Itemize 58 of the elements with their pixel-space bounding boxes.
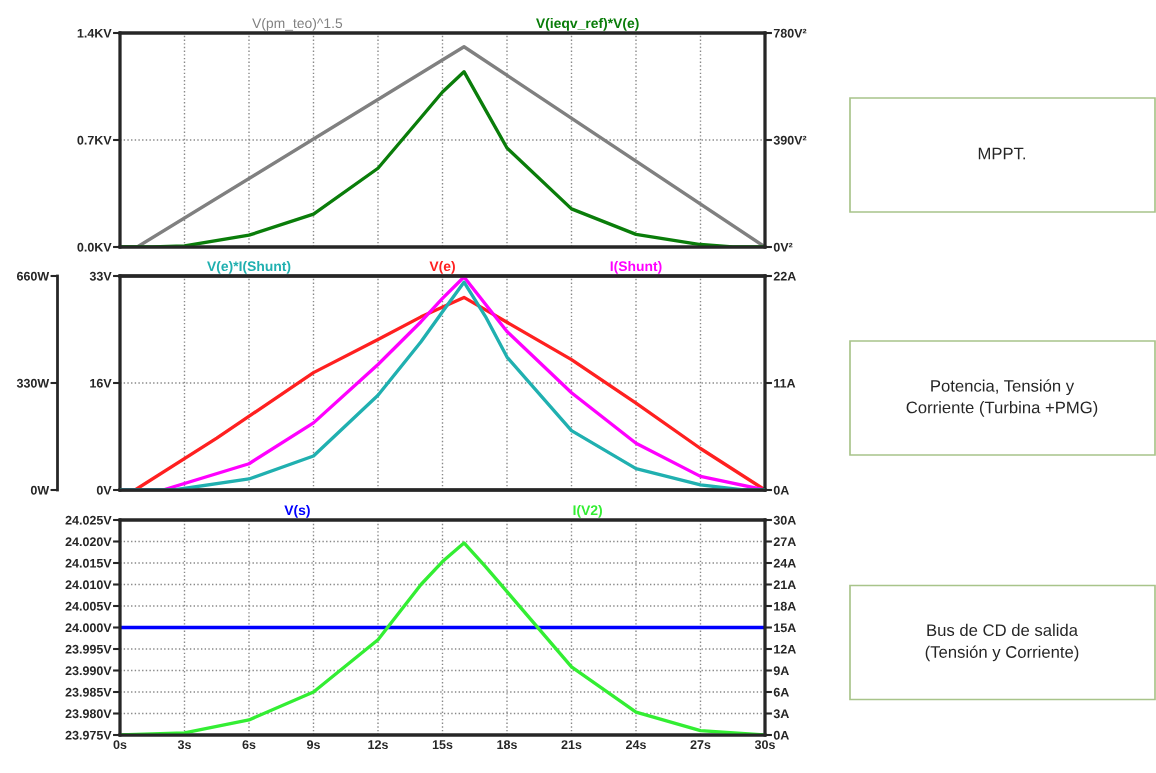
x-tick-label: 6s (242, 740, 256, 750)
x-tick-label: 27s (690, 740, 711, 750)
y-tick-label: 16V (90, 378, 112, 388)
y-tick-label: 0V (96, 485, 112, 495)
y2-tick-label: 0V² (773, 242, 793, 252)
series-label: V(e) (429, 260, 455, 274)
y2-tick-label: 15A (774, 623, 796, 633)
x-tick-label: 12s (368, 740, 388, 750)
y-tick-label: 23.990V (65, 666, 112, 676)
x-tick-label: 3s (177, 740, 191, 750)
x-tick-label: 18s (497, 740, 517, 750)
x-tick-label: 21s (561, 740, 582, 750)
y-tick-label: 24.005V (65, 601, 112, 611)
y2-tick-label: 18A (774, 601, 796, 611)
y-tick-label: 0.7KV (77, 135, 112, 145)
y-tick-label: 23.985V (65, 687, 112, 697)
text: I(V2) (573, 504, 602, 518)
y2-tick-label: 780V² (773, 28, 807, 38)
y-tick-label: 23.975V (65, 730, 112, 740)
y2-tick-label: 390V² (773, 135, 807, 145)
x-tick-label: 0s (113, 740, 127, 750)
y-tick-label: 23.980V (65, 709, 112, 719)
x-tick-label: 15s (432, 740, 453, 750)
y2-tick-label: 30A (773, 515, 796, 525)
x-tick-label: 24s (626, 740, 646, 750)
text: I(Shunt) (610, 260, 662, 274)
y-tick-label: 1.4KV (77, 28, 112, 38)
y3-tick-label: 330W (16, 378, 50, 388)
y-tick-label: 33V (89, 271, 112, 281)
y2-tick-label: 0A (773, 485, 789, 495)
text: V(pm_teo)^1.5 (252, 17, 343, 31)
text: V(e)*I(Shunt) (207, 260, 291, 274)
x-tick-label: 9s (306, 740, 320, 750)
text: MPPT. (978, 147, 1026, 160)
y2-tick-label: 21A (773, 580, 796, 590)
y3-tick-label: 660W (16, 271, 50, 281)
text: V(s) (284, 504, 310, 518)
y2-tick-label: 12A (774, 644, 796, 654)
y-tick-label: 24.020V (65, 537, 112, 547)
y-tick-label: 23.995V (65, 644, 112, 654)
text: Potencia, Tensión y Corriente (Turbina +PMG) (906, 379, 1098, 417)
y-tick-label: 24.010V (65, 580, 112, 590)
y2-tick-label: 9A (773, 666, 789, 676)
y-tick-label: 24.015V (65, 558, 112, 568)
y2-tick-label: 0A (773, 730, 789, 740)
x-tick-label: 30s (754, 740, 775, 750)
y-tick-label: 0.0KV (77, 242, 112, 252)
text: V(ieqv_ref)*V(e) (536, 17, 639, 31)
y3-tick-label: 0W (30, 485, 50, 495)
y2-tick-label: 24A (773, 558, 796, 568)
y2-tick-label: 3A (773, 709, 789, 719)
y2-tick-label: 22A (773, 271, 796, 281)
y2-tick-label: 27A (773, 537, 796, 547)
y-tick-label: 24.000V (65, 623, 112, 633)
y2-tick-label: 6A (773, 687, 789, 697)
y-tick-label: 24.025V (65, 515, 112, 525)
y2-tick-label: 11A (774, 378, 796, 388)
text: Bus de CD de salida (Tensión y Corriente) (925, 623, 1079, 662)
